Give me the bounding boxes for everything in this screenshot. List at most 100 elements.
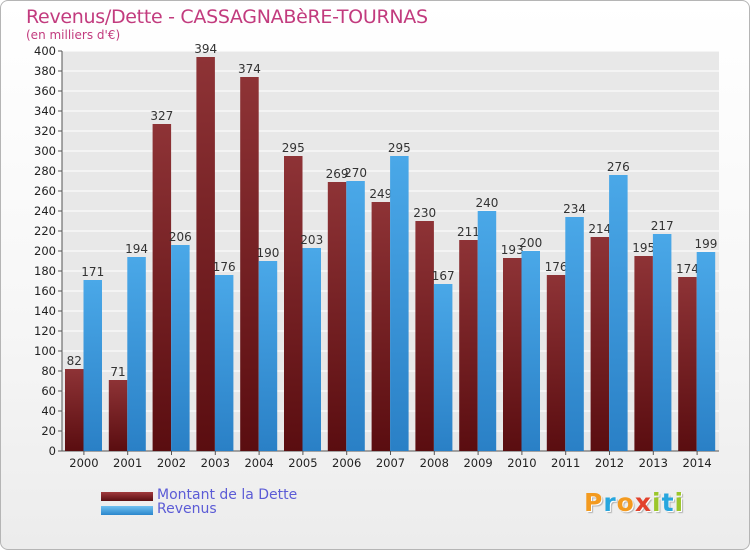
x-tick-label: 2005 <box>288 456 317 470</box>
bar-revenus <box>652 234 672 451</box>
x-tick-label: 2011 <box>551 456 580 470</box>
data-label-dette: 374 <box>238 62 261 76</box>
y-tick-label: 280 <box>34 164 56 178</box>
data-label-dette: 327 <box>150 109 173 123</box>
bar-revenus <box>127 257 146 451</box>
y-tick-label: 100 <box>34 344 56 358</box>
x-tick-label: 2014 <box>682 456 711 470</box>
y-tick-label: 60 <box>41 384 56 398</box>
logo-letter: t <box>661 488 675 517</box>
logo-letter: P <box>584 488 604 517</box>
data-label-revenus: 234 <box>563 202 586 216</box>
data-label-revenus: 200 <box>519 236 542 250</box>
data-label-revenus: 199 <box>694 237 717 251</box>
x-tick-label: 2009 <box>463 456 492 470</box>
y-tick-label: 40 <box>41 404 56 418</box>
bar-dette <box>196 57 215 451</box>
data-label-revenus: 270 <box>344 166 367 180</box>
bar-revenus <box>477 211 497 451</box>
y-tick-label: 180 <box>34 264 56 278</box>
bar-dette <box>590 237 610 451</box>
logo-letter: i <box>652 488 662 517</box>
data-label-revenus: 203 <box>300 233 323 247</box>
logo-letter: x <box>634 488 652 517</box>
legend-swatch-dette <box>101 492 153 501</box>
data-label-dette: 211 <box>457 225 480 239</box>
bar-revenus <box>214 275 234 451</box>
data-label-revenus: 276 <box>607 160 630 174</box>
data-label-revenus: 194 <box>125 242 148 256</box>
x-tick-label: 2010 <box>507 456 536 470</box>
bar-revenus <box>171 245 190 451</box>
x-tick-label: 2000 <box>69 456 98 470</box>
bar-revenus <box>302 248 321 451</box>
logo-letter: r <box>603 488 617 517</box>
x-tick-label: 2007 <box>376 456 405 470</box>
data-label-revenus: 217 <box>651 219 674 233</box>
y-tick-label: 140 <box>34 304 56 318</box>
bar-revenus <box>433 284 453 451</box>
bar-revenus <box>83 280 102 451</box>
y-tick-label: 80 <box>41 364 56 378</box>
logo-letter: i <box>674 488 685 517</box>
bar-revenus <box>609 175 628 451</box>
bar-revenus <box>346 181 365 451</box>
y-tick-label: 360 <box>34 84 56 98</box>
bar-revenus <box>565 217 584 451</box>
data-label-revenus: 240 <box>475 196 498 210</box>
y-tick-label: 320 <box>34 124 56 138</box>
y-tick-label: 160 <box>34 284 56 298</box>
data-label-dette: 195 <box>632 241 655 255</box>
bar-dette <box>65 369 84 451</box>
bar-dette <box>371 202 391 451</box>
data-label-dette: 230 <box>413 206 436 220</box>
y-tick-label: 0 <box>49 444 56 458</box>
bar-dette <box>240 77 259 451</box>
y-tick-label: 260 <box>34 184 56 198</box>
y-tick-label: 200 <box>34 244 56 258</box>
y-tick-label: 300 <box>34 144 56 158</box>
data-label-dette: 82 <box>67 354 82 368</box>
legend-swatch-revenus <box>101 506 153 515</box>
chart-subtitle: (en milliers d'€) <box>26 28 121 42</box>
data-label-revenus: 206 <box>169 230 192 244</box>
y-tick-label: 20 <box>41 424 56 438</box>
data-label-dette: 394 <box>194 42 217 56</box>
data-label-dette: 249 <box>369 187 392 201</box>
bar-dette <box>284 156 303 451</box>
data-label-dette: 71 <box>110 365 125 379</box>
legend-label-revenus: Revenus <box>157 501 217 517</box>
y-tick-label: 220 <box>34 224 56 238</box>
data-label-revenus: 167 <box>432 269 455 283</box>
data-label-dette: 295 <box>282 141 305 155</box>
x-tick-label: 2004 <box>244 456 273 470</box>
data-label-dette: 214 <box>588 222 611 236</box>
data-label-revenus: 176 <box>213 260 236 274</box>
bar-revenus <box>521 251 540 451</box>
y-tick-label: 120 <box>34 324 56 338</box>
data-label-dette: 174 <box>676 262 699 276</box>
x-tick-label: 2006 <box>332 456 361 470</box>
bar-dette <box>503 258 522 451</box>
bar-dette <box>108 380 128 451</box>
bar-revenus <box>696 252 716 451</box>
chart-title: Revenus/Dette - CASSAGNABèRE-TOURNAS <box>26 6 428 28</box>
y-tick-label: 340 <box>34 104 56 118</box>
data-label-revenus: 295 <box>388 141 411 155</box>
bar-dette <box>678 277 697 451</box>
bar-dette <box>546 275 566 451</box>
proxiti-logo: Proxiti <box>584 488 684 517</box>
data-label-dette: 176 <box>545 260 568 274</box>
bar-dette <box>415 221 434 451</box>
bar-dette <box>634 256 653 451</box>
bar-revenus <box>390 156 409 451</box>
logo-letter: o <box>616 488 635 517</box>
bar-dette <box>152 124 172 451</box>
x-tick-label: 2001 <box>113 456 142 470</box>
x-tick-label: 2003 <box>201 456 230 470</box>
y-tick-label: 380 <box>34 64 56 78</box>
legend-label-dette: Montant de la Dette <box>157 487 298 503</box>
data-label-dette: 193 <box>501 243 524 257</box>
data-label-revenus: 190 <box>256 246 279 260</box>
